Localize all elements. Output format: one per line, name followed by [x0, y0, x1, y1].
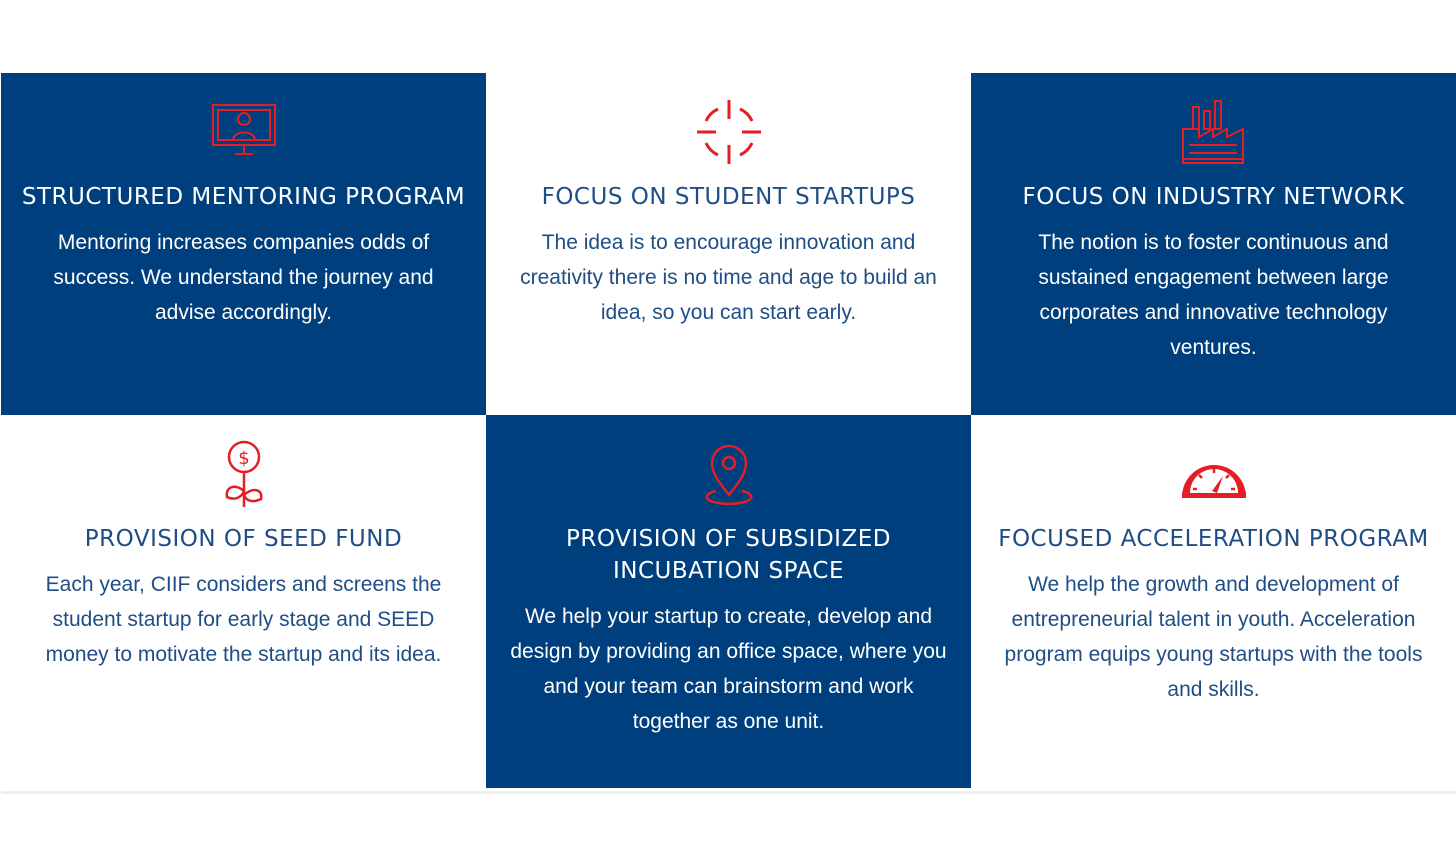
location-pin-icon	[705, 444, 752, 506]
feature-description: The notion is to foster continuous and s…	[1038, 231, 1389, 359]
factory-icon	[1181, 100, 1244, 164]
feature-card-mentoring: STRUCTURED MENTORING PROGRAM Mentoring i…	[1, 73, 486, 415]
feature-description: Each year, CIIF considers and screens th…	[45, 573, 442, 666]
features-grid: STRUCTURED MENTORING PROGRAM Mentoring i…	[1, 73, 1456, 788]
feature-card-acceleration-program: FOCUSED ACCELERATION PROGRAM We help the…	[971, 415, 1456, 788]
feature-card-seed-fund: $ PROVISION OF SEED FUND Each year, CIIF…	[1, 415, 486, 788]
target-crosshair-icon	[696, 100, 761, 164]
feature-description: We help your startup to create, develop …	[510, 605, 947, 733]
feature-title: FOCUSED ACCELERATION PROGRAM	[998, 526, 1429, 552]
feature-title: FOCUS ON INDUSTRY NETWORK	[1022, 184, 1405, 210]
feature-description: The idea is to encourage innovation and …	[520, 231, 937, 324]
feature-description: Mentoring increases companies odds of su…	[53, 231, 434, 324]
feature-card-incubation-space: PROVISION OF SUBSIDIZED INCUBATION SPACE…	[486, 415, 971, 788]
monitor-user-icon	[211, 104, 276, 155]
feature-title: FOCUS ON STUDENT STARTUPS	[541, 184, 916, 210]
feature-title: STRUCTURED MENTORING PROGRAM	[21, 184, 466, 210]
feature-title: PROVISION OF SUBSIDIZED INCUBATION SPACE	[566, 526, 891, 584]
feature-title: PROVISION OF SEED FUND	[84, 526, 403, 552]
speedometer-icon	[1181, 465, 1246, 498]
feature-card-student-startups: FOCUS ON STUDENT STARTUPS The idea is to…	[486, 73, 971, 415]
money-plant-icon: $	[225, 440, 262, 507]
feature-description: We help the growth and development of en…	[1004, 573, 1423, 701]
svg-text:$: $	[238, 448, 249, 469]
features-section: STRUCTURED MENTORING PROGRAM Mentoring i…	[1, 73, 1456, 791]
feature-card-industry-network: FOCUS ON INDUSTRY NETWORK The notion is …	[971, 73, 1456, 415]
